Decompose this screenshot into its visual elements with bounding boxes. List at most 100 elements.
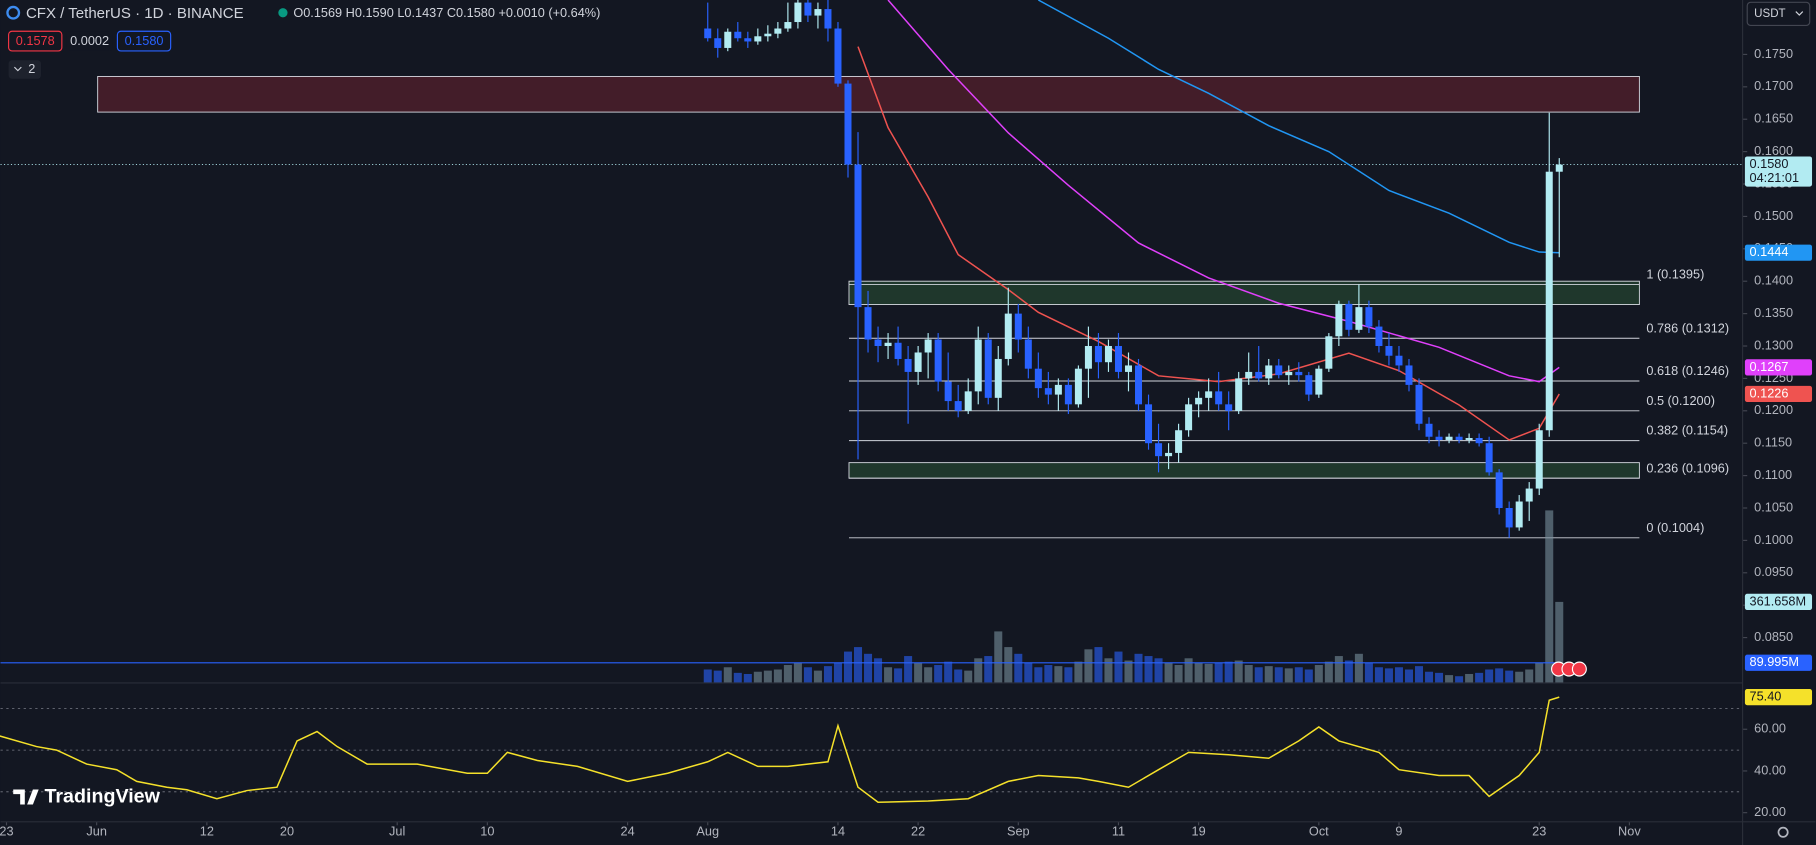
candle-body xyxy=(774,28,782,34)
volume-bar xyxy=(1034,667,1043,683)
ohlc-low: L0.1437 xyxy=(397,5,443,20)
zone xyxy=(97,75,1640,113)
candle-body xyxy=(1114,346,1122,372)
volume-bar xyxy=(1124,660,1133,683)
candle-body xyxy=(1435,436,1443,440)
volume-bar xyxy=(743,673,752,683)
x-tick-label: 12 xyxy=(200,824,214,839)
x-tick-label: 23 xyxy=(0,824,14,839)
currency-button[interactable] xyxy=(1746,1,1811,27)
y-tick-label: 0.0950 xyxy=(1754,564,1793,579)
candle-body xyxy=(874,339,882,347)
volume-bar xyxy=(1294,667,1303,683)
badge xyxy=(8,30,63,52)
axis-marker xyxy=(1744,654,1813,671)
candle-body xyxy=(824,9,832,29)
candle-body xyxy=(1074,368,1082,405)
candle-body xyxy=(944,381,952,402)
volume-bar xyxy=(1485,669,1494,683)
candle-body xyxy=(1054,384,1062,395)
candle-body xyxy=(1485,443,1493,473)
x-tick-label: 20 xyxy=(280,824,294,839)
candle-body xyxy=(954,401,962,411)
brand: TradingView xyxy=(44,786,160,808)
candle-body xyxy=(1205,391,1213,398)
chevron xyxy=(1795,11,1804,16)
candle-body xyxy=(1335,303,1343,337)
candle-body xyxy=(1124,365,1132,372)
volume-bar xyxy=(1334,656,1343,683)
volume-bar xyxy=(1024,662,1033,683)
volume-bar xyxy=(1505,670,1514,683)
x-tick-label: 19 xyxy=(1192,824,1206,839)
candle-body xyxy=(974,339,982,392)
volume-bar xyxy=(1184,658,1193,683)
fib-label: 0 (0.1004) xyxy=(1646,520,1704,535)
badge-text: 0.1580 xyxy=(125,33,164,48)
moving-average xyxy=(887,0,1560,383)
axis-marker-label: 75.40 xyxy=(1750,688,1782,703)
candle-body xyxy=(1004,313,1012,359)
candle-body xyxy=(1235,378,1243,411)
axis-marker xyxy=(1744,593,1813,611)
moving-average xyxy=(1037,0,1560,254)
candle-body xyxy=(1275,365,1283,376)
candle-body xyxy=(754,36,762,42)
settings-icon[interactable] xyxy=(1777,826,1789,838)
volume-bar xyxy=(833,662,842,683)
volume-bar xyxy=(1014,653,1023,683)
volume-bar xyxy=(1415,666,1424,683)
candle-body xyxy=(1495,472,1503,508)
y-tick-label: 0.1400 xyxy=(1754,273,1793,288)
symbol-title[interactable]: CFX / TetherUS · 1D · BINANCE xyxy=(26,5,244,22)
volume-bar xyxy=(904,656,913,683)
x-tick-label: 9 xyxy=(1395,824,1402,839)
volume-bar xyxy=(944,661,953,683)
symbol-icon xyxy=(6,5,21,20)
badges: 0.1578 0.0002 0.1580 xyxy=(8,30,172,52)
ohlc-high: H0.1590 xyxy=(346,5,394,20)
volume-bar xyxy=(964,670,973,683)
indicator-toggle[interactable] xyxy=(8,60,42,79)
volume-bar xyxy=(1244,665,1253,683)
volume-bar xyxy=(703,669,712,683)
y-tick-label: 0.1050 xyxy=(1754,499,1793,514)
axis-marker-label: 0.1226 xyxy=(1750,385,1789,400)
y-tick-label: 0.1500 xyxy=(1754,208,1793,223)
volume-bar xyxy=(934,665,943,683)
y-tick-label: 0.1350 xyxy=(1754,305,1793,320)
y-tick-label: 20.00 xyxy=(1754,804,1786,819)
volume-bar xyxy=(894,668,903,683)
candle-body xyxy=(1395,355,1403,366)
x-tick-label: 11 xyxy=(1112,824,1125,839)
candle-body xyxy=(844,83,852,165)
volume-bar xyxy=(1264,666,1273,683)
event-flag[interactable] xyxy=(1571,661,1587,677)
volume-bar xyxy=(1094,647,1103,683)
candle-body xyxy=(964,391,972,411)
volume-bar xyxy=(813,670,822,683)
candle-body xyxy=(704,28,712,39)
candle-body xyxy=(804,2,812,16)
candle-body xyxy=(814,9,822,16)
volume-bar xyxy=(1174,665,1183,683)
volume-bar xyxy=(984,656,993,683)
fib-label: 1 (0.1395) xyxy=(1646,267,1704,282)
volume-bar xyxy=(1535,662,1544,683)
volume-bar xyxy=(1204,663,1213,683)
y-tick-label: 0.1150 xyxy=(1754,435,1792,450)
y-tick-label: 0.1200 xyxy=(1754,402,1793,417)
badge xyxy=(116,30,172,52)
candle-body xyxy=(1225,404,1233,411)
candle-body xyxy=(1165,452,1173,457)
axis-marker-label: 0.1267 xyxy=(1750,359,1789,374)
volume-bar xyxy=(1164,662,1173,683)
fib-label: 0.382 (0.1154) xyxy=(1646,423,1728,438)
x-tick-label: 14 xyxy=(831,824,845,839)
volume-bar xyxy=(1194,662,1203,683)
x-tick-label: 24 xyxy=(621,824,635,839)
candle-body xyxy=(1305,375,1313,395)
volume-bar xyxy=(1144,656,1153,683)
